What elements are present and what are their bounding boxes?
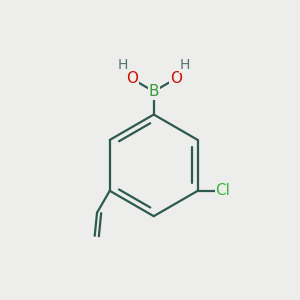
Text: H: H	[179, 58, 190, 72]
Text: O: O	[126, 71, 138, 86]
Text: O: O	[170, 71, 182, 86]
Text: H: H	[118, 58, 128, 72]
Text: B: B	[148, 84, 159, 99]
Text: Cl: Cl	[215, 183, 230, 198]
